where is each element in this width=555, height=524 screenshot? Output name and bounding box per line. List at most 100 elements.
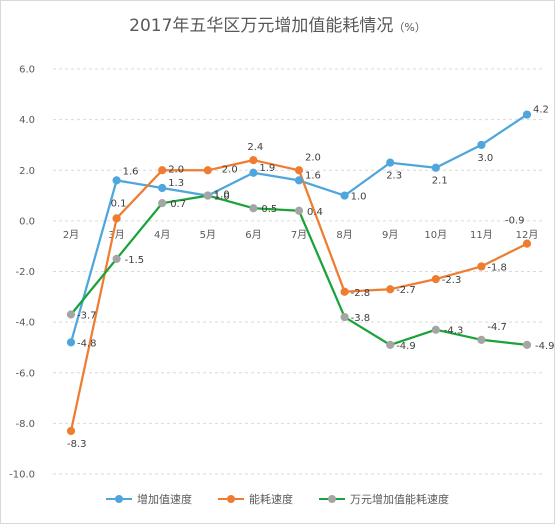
data-label: 4.2	[533, 105, 549, 116]
data-point	[249, 168, 258, 177]
series-markers	[66, 110, 532, 436]
x-tick-label: 9月	[382, 229, 398, 241]
data-label: 2.0	[222, 164, 238, 175]
data-point	[340, 312, 349, 322]
data-label: -3.8	[351, 313, 371, 324]
data-label: -4.8	[77, 338, 97, 349]
data-point	[249, 204, 258, 213]
data-point	[522, 110, 532, 119]
series-line-0	[69, 113, 528, 343]
y-tick-label: -6.0	[15, 368, 35, 379]
data-label: 1.6	[305, 170, 321, 181]
series-line-1	[69, 158, 528, 432]
x-tick-label: 11月	[470, 229, 493, 241]
y-tick-label: 6.0	[19, 65, 35, 76]
data-point	[203, 191, 212, 200]
x-tick-label: 5月	[200, 229, 216, 241]
x-tick-label: 12月	[516, 229, 539, 241]
x-tick-label: 7月	[291, 229, 307, 241]
y-tick-label: -2.0	[15, 267, 35, 278]
data-label: -1.8	[487, 262, 507, 273]
legend-item-2: 万元增加值能耗速度	[319, 491, 449, 507]
data-label: 0.1	[111, 198, 127, 209]
data-point	[66, 338, 76, 347]
legend-item-1: 能耗速度	[218, 491, 293, 507]
data-label: -3.7	[77, 311, 97, 322]
legend-item-0: 增加值速度	[106, 491, 192, 507]
legend-swatch-2	[319, 494, 345, 504]
data-label: 1.0	[214, 190, 230, 201]
data-point	[386, 158, 395, 167]
data-label: 2.0	[305, 152, 321, 163]
chart-title-text: 2017年五华区万元增加值能耗情况	[129, 16, 394, 36]
data-label: -1.5	[125, 255, 145, 266]
series-lines	[69, 113, 528, 432]
data-label: 0.5	[261, 204, 277, 215]
data-point	[66, 426, 76, 436]
data-label: 3.0	[477, 153, 493, 164]
data-point	[340, 287, 349, 296]
data-point	[431, 274, 440, 284]
x-axis-ticks: 2月 3月 4月 5月 6月 7月 8月 9月 10月 11月 12月	[63, 229, 539, 241]
data-label: 1.3	[168, 178, 184, 189]
data-point	[112, 214, 121, 223]
legend: 增加值速度 能耗速度 万元增加值能耗速度	[1, 491, 554, 507]
data-label: 1.0	[351, 192, 367, 203]
data-point	[158, 183, 167, 193]
data-point	[66, 310, 76, 319]
y-tick-label: 4.0	[19, 115, 35, 126]
data-label: 2.0	[168, 164, 184, 175]
data-label: -4.9	[535, 341, 554, 352]
data-label: 1.0	[214, 192, 230, 203]
data-labels: -4.8 1.6 1.3 1.0 1.9 1.6 1.0 2.3 2.1 3.0 4.2 -8.3 0.…	[67, 105, 554, 450]
data-label: 0.7	[170, 199, 186, 210]
data-point	[477, 140, 486, 150]
data-label: 2.3	[386, 171, 402, 182]
data-point	[477, 262, 486, 271]
data-label: -2.8	[351, 288, 371, 299]
data-label: 1.6	[123, 166, 139, 177]
x-tick-label: 3月	[108, 229, 124, 241]
data-point	[431, 325, 440, 334]
gridlines	[53, 68, 543, 475]
data-point	[294, 206, 304, 215]
y-tick-label: -10.0	[9, 470, 35, 481]
data-point	[249, 156, 258, 165]
x-tick-label: 2月	[63, 229, 79, 241]
y-tick-label: -4.0	[15, 318, 35, 329]
data-label: -4.9	[396, 341, 416, 352]
legend-label-0: 增加值速度	[137, 493, 192, 506]
line-chart: 6.0 4.0 2.0 0.0 -2.0 -4.0 -6.0 -8.0 -10.0 2月 3月 4月…	[9, 65, 554, 481]
data-label: -2.7	[396, 285, 416, 296]
data-label: 1.9	[259, 163, 275, 174]
data-point	[340, 191, 349, 200]
legend-swatch-0	[106, 494, 132, 504]
data-point	[522, 340, 532, 350]
data-point	[522, 239, 532, 248]
legend-label-1: 能耗速度	[249, 493, 293, 506]
data-point	[294, 166, 304, 175]
y-tick-label: -8.0	[15, 419, 35, 430]
legend-label-2: 万元增加值能耗速度	[350, 493, 449, 506]
data-point	[477, 335, 486, 344]
chart-title: 2017年五华区万元增加值能耗情况（%）	[1, 11, 554, 36]
y-tick-label: 2.0	[19, 166, 35, 177]
data-label: -2.3	[442, 275, 462, 286]
data-point	[112, 176, 121, 185]
legend-swatch-1	[218, 494, 244, 504]
data-label: -0.9	[505, 216, 525, 227]
x-tick-label: 6月	[245, 229, 261, 241]
data-point	[294, 176, 304, 185]
data-point	[386, 285, 395, 294]
data-point	[158, 199, 167, 208]
data-label: 2.4	[247, 142, 263, 153]
data-label: 2.1	[432, 176, 448, 187]
data-point	[203, 166, 212, 175]
y-axis-ticks: 6.0 4.0 2.0 0.0 -2.0 -4.0 -6.0 -8.0 -10.0	[9, 65, 35, 481]
data-point	[431, 163, 440, 172]
x-tick-label: 10月	[424, 229, 447, 241]
chart-title-unit: （%）	[393, 21, 426, 34]
x-tick-label: 8月	[336, 229, 352, 241]
data-point	[112, 254, 121, 263]
